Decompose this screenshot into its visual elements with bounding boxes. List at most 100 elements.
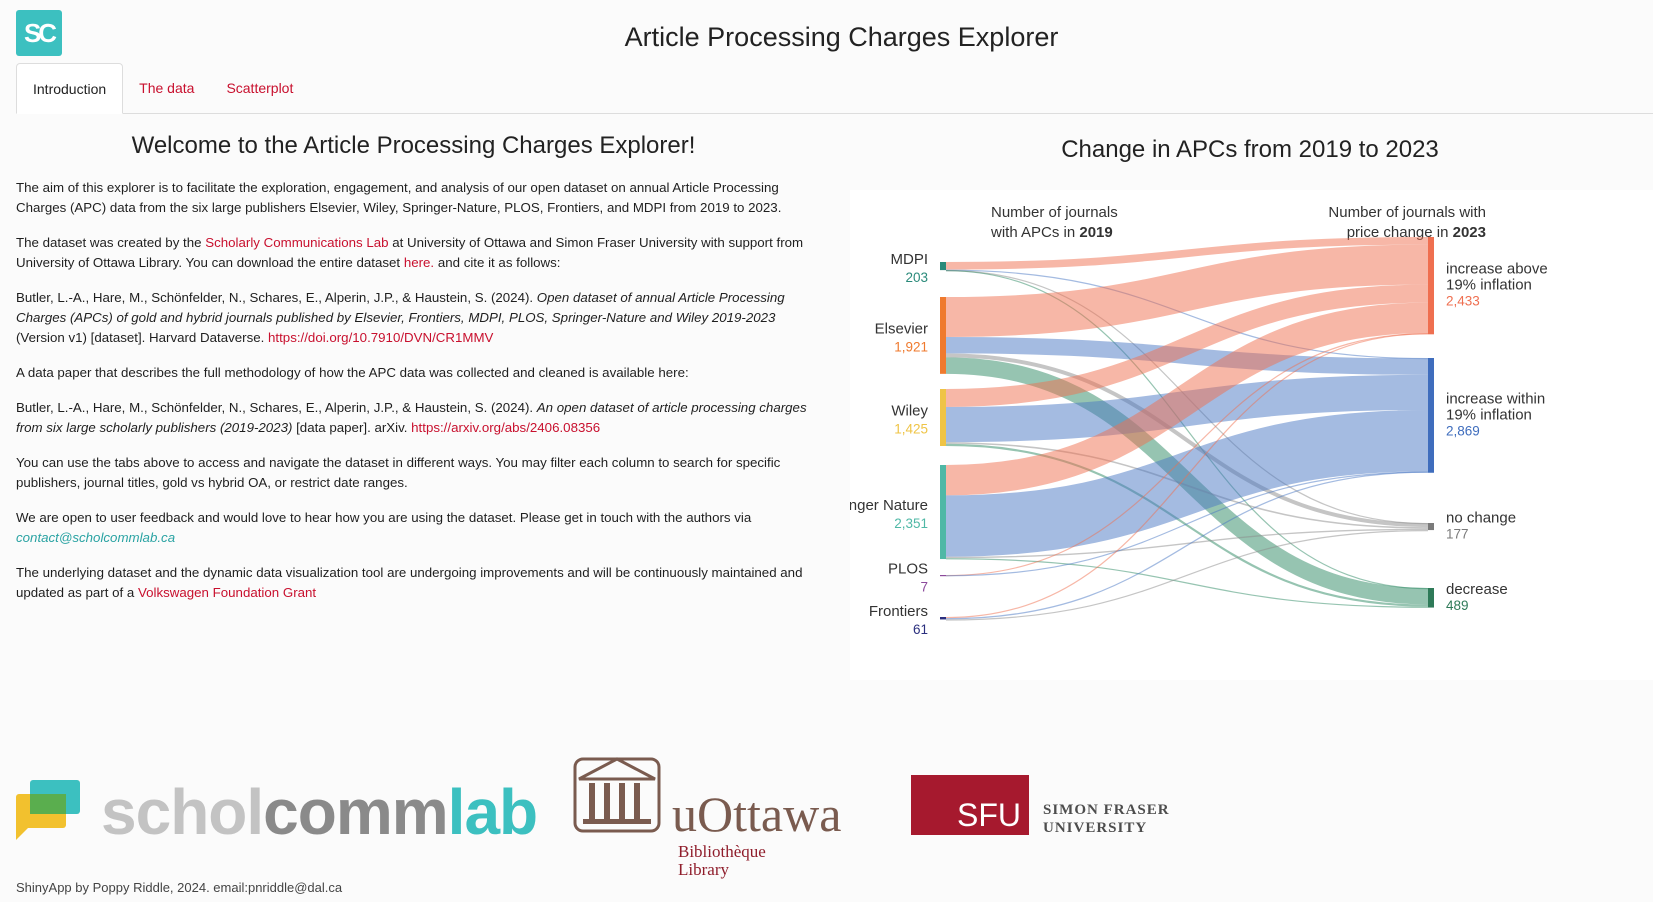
citation-title: An open dataset of article processing ch…: [16, 400, 807, 435]
flow-springer-nature-to-decrease: [945, 558, 1429, 608]
source-label-mdpi: MDPI: [891, 251, 929, 268]
arxiv-link[interactable]: https://arxiv.org/abs/2406.08356: [411, 420, 601, 435]
doi-link[interactable]: https://doi.org/10.7910/DVN/CR1MMV: [268, 330, 494, 345]
right-axis-title-line1: Number of journals with: [1328, 204, 1486, 221]
source-node-plos: [940, 575, 946, 577]
flow-wiley-to-increase-above: [945, 284, 1429, 407]
target-label-increase-within-line1: increase within: [1446, 390, 1545, 407]
sankey-heading: Change in APCs from 2019 to 2023: [1061, 136, 1439, 163]
source-node-elsevier: [940, 297, 946, 374]
target-count-no-change: 177: [1446, 527, 1469, 542]
scholcommlab-link[interactable]: Scholarly Communications Lab: [205, 235, 389, 250]
source-label-wiley: Wiley: [891, 403, 928, 420]
tab-bar: Introduction The data Scatterplot: [16, 63, 1653, 114]
target-count-increase-within: 2,869: [1446, 423, 1480, 438]
source-label-frontiers: Frontiers: [869, 603, 928, 620]
source-count-plos: 7: [920, 580, 928, 595]
flow-mdpi-to-increase-within: [945, 269, 1429, 360]
text: 2019: [1079, 224, 1112, 241]
volkswagen-grant-link[interactable]: Volkswagen Foundation Grant: [137, 585, 317, 600]
tab-scatterplot[interactable]: Scatterplot: [226, 80, 294, 96]
text: at University of Ottawa and Simon Fraser…: [16, 235, 804, 270]
target-count-decrease: 489: [1446, 598, 1469, 613]
intro-paragraph-dataset: The dataset was created by the Scholarly…: [16, 233, 811, 273]
text: The underlying dataset and the dynamic d…: [16, 565, 803, 600]
sankey-svg: Number of journals with APCs in 2019 Num…: [850, 204, 1548, 637]
source-count-wiley: 1,425: [894, 422, 928, 437]
intro-paragraph-grant: The underlying dataset and the dynamic d…: [16, 563, 811, 603]
target-label-increase-above-line1: increase above: [1446, 261, 1548, 278]
uottawa-library-label: Bibliothèque Library: [678, 843, 766, 879]
text: Library: [678, 860, 729, 879]
source-label-elsevier: Elsevier: [875, 320, 928, 337]
left-axis-title-line2: with APCs in 2019: [990, 224, 1113, 241]
flow-springer-nature-to-no-change: [945, 528, 1429, 559]
intro-paragraph-feedback: We are open to user feedback and would l…: [16, 508, 811, 548]
sankey-nodes: MDPI 203 Elsevier 1,921 Wiley 1,425 Springer N…: [850, 237, 1548, 637]
uottawa-building-icon: [573, 757, 661, 833]
source-node-frontiers: [940, 617, 946, 620]
citation-dataset: Butler, L.-A., Hare, M., Schönfelder, N.…: [16, 288, 811, 348]
sfu-name: SIMON FRASER UNIVERSITY: [1043, 801, 1170, 837]
intro-paragraph-aim: The aim of this explorer is to facilitat…: [16, 180, 782, 215]
source-label-springer-nature: Springer Nature: [850, 497, 928, 514]
source-count-springer-nature: 2,351: [894, 516, 928, 531]
intro-paragraph-tabs: You can use the tabs above to access and…: [16, 455, 781, 490]
source-node-mdpi: [940, 262, 946, 271]
scholcommlab-badge-logo: SC: [16, 10, 62, 56]
target-label-increase-above-line2: 19% inflation: [1446, 277, 1532, 294]
footer-logos: scholcommlab uOttawa Bibliothèque Library…: [16, 755, 1216, 885]
intro-paragraph-datapaper: A data paper that describes the full met…: [16, 365, 689, 380]
scholcommlab-wordmark: scholcommlab: [101, 775, 538, 849]
text: lab: [447, 776, 538, 848]
source-label-plos: PLOS: [888, 561, 928, 578]
source-node-wiley: [940, 389, 946, 446]
flow-springer-nature-to-increase-above: [945, 302, 1429, 496]
scholcommlab-chat-icon: [16, 780, 80, 840]
target-label-increase-within-line2: 19% inflation: [1446, 406, 1532, 423]
intro-panel: Welcome to the Article Processing Charge…: [16, 130, 811, 618]
source-count-mdpi: 203: [905, 270, 928, 285]
download-dataset-link[interactable]: here.: [403, 255, 435, 270]
flow-elsevier-to-no-change: [945, 353, 1429, 528]
text: Bibliothèque: [678, 842, 766, 861]
text: with APCs in: [990, 224, 1079, 241]
text: We are open to user feedback and would l…: [16, 510, 752, 525]
intro-heading: Welcome to the Article Processing Charge…: [131, 132, 696, 159]
flow-mdpi-to-decrease: [945, 270, 1429, 590]
target-node-increase-within: [1428, 358, 1434, 473]
text: comm: [263, 776, 448, 848]
text: UNIVERSITY: [1043, 820, 1148, 836]
text: Butler, L.-A., Hare, M., Schönfelder, N.…: [16, 290, 537, 305]
flow-frontiers-to-increase-within: [945, 471, 1429, 620]
text: [data paper]. arXiv.: [292, 420, 412, 435]
text: and cite it as follows:: [434, 255, 561, 270]
target-node-no-change: [1428, 523, 1434, 531]
target-count-increase-above: 2,433: [1446, 294, 1480, 309]
app-title: Article Processing Charges Explorer: [624, 22, 1059, 52]
text: 2023: [1453, 224, 1486, 241]
flow-elsevier-to-increase-above: [945, 244, 1429, 337]
source-count-frontiers: 61: [913, 622, 928, 637]
target-label-decrease-line1: decrease: [1446, 581, 1508, 598]
source-count-elsevier: 1,921: [894, 339, 928, 354]
flow-springer-nature-to-increase-within: [945, 410, 1429, 557]
target-label-no-change-line1: no change: [1446, 510, 1516, 527]
tab-introduction[interactable]: Introduction: [16, 63, 124, 114]
contact-email-link[interactable]: contact@scholcommlab.ca: [16, 530, 176, 545]
flow-plos-to-increase-within: [945, 471, 1429, 577]
text: price change in: [1347, 224, 1453, 241]
sankey-chart: Number of journals with APCs in 2019 Num…: [850, 190, 1653, 680]
flow-wiley-to-decrease: [945, 443, 1429, 607]
sfu-logo: SFU: [911, 775, 1029, 835]
flow-frontiers-to-increase-above: [945, 333, 1429, 619]
uottawa-wordmark: uOttawa: [672, 786, 842, 842]
text: schol: [101, 776, 264, 848]
tab-the-data[interactable]: The data: [139, 80, 195, 96]
flow-elsevier-to-increase-within: [945, 337, 1429, 375]
citation-title: Open dataset of annual Article Processin…: [16, 290, 785, 325]
citation-datapaper: Butler, L.-A., Hare, M., Schönfelder, N.…: [16, 398, 811, 438]
flow-frontiers-to-no-change: [945, 530, 1429, 621]
sankey-links: [945, 237, 1429, 621]
text: Butler, L.-A., Hare, M., Schönfelder, N.…: [16, 400, 537, 415]
